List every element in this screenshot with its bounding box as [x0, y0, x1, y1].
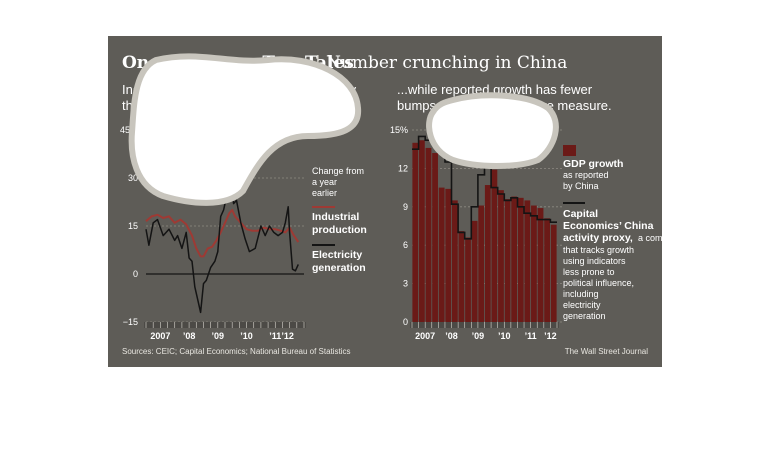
left-legend-note: Change from [312, 166, 364, 176]
header-subtitle: Number crunching in China [326, 53, 567, 73]
gdp-bar [458, 231, 465, 322]
left-x-tick-label: ’10 [240, 331, 253, 341]
gdp-bar [537, 208, 544, 322]
gdp-bar [465, 237, 471, 322]
gdp-bar [418, 140, 425, 322]
left-x-tick-label: ’08 [183, 331, 196, 341]
left-x-tick-label: 2007 [150, 331, 170, 341]
right-chart-title-line-1: ...while reported growth has fewer [397, 82, 593, 97]
gdp-bar [432, 153, 438, 322]
gdp-bar [478, 205, 485, 322]
right-x-tick-label: ’12 [544, 331, 557, 341]
left-y-tick-labels: −15 0 15 30 45% [120, 125, 138, 327]
left-y-tick-label: 15 [128, 221, 138, 231]
left-x-tick-label: ’11 [269, 331, 281, 341]
right-x-axis: 2007 ’08 ’09 ’10 ’11 ’12 [410, 322, 559, 341]
infographic-panel: One Economy, Two Tales | Number crunchin… [108, 36, 662, 367]
legend-label-electricity: generation [312, 262, 366, 274]
legend-note-proxy: using indicators [563, 256, 626, 266]
right-y-tick-labels: 0 3 6 9 12 15% [390, 125, 408, 327]
left-y-tick-label: −15 [123, 317, 138, 327]
right-x-tick-label: ’11 [525, 331, 537, 341]
legend-note-proxy: a composite [638, 233, 662, 243]
legend-note-proxy: electricity [563, 300, 601, 310]
right-x-tick-label: ’08 [445, 331, 458, 341]
right-gdp-bars [412, 140, 557, 322]
right-y-tick-label: 3 [403, 279, 408, 289]
legend-note-proxy: less prone to [563, 267, 615, 277]
right-y-tick-label: 15% [390, 125, 408, 135]
right-bar-chart: 0 3 6 9 12 15% 2007 ’08 ’09 ’10 ’11 ’12 GDP growth… [390, 125, 662, 341]
gdp-bar [517, 197, 524, 322]
left-redaction-blob [128, 53, 362, 206]
legend-note-gdp: by China [563, 181, 599, 191]
gdp-bar [511, 196, 518, 322]
right-x-tick-label: ’10 [498, 331, 511, 341]
left-legend-note: a year [312, 177, 337, 187]
left-y-tick-label: 45% [120, 125, 138, 135]
gdp-bar [504, 199, 511, 322]
right-x-tick-label: ’09 [472, 331, 485, 341]
legend-label-proxy: Economics’ China [563, 220, 654, 232]
left-y-tick-label: 0 [133, 269, 138, 279]
legend-label-electricity: Electricity [312, 249, 362, 261]
legend-label-proxy: activity proxy, [563, 232, 633, 244]
right-y-tick-label: 9 [403, 202, 408, 212]
credit-line: The Wall Street Journal [565, 347, 649, 356]
industrial-production-line [145, 209, 300, 258]
gdp-bar [550, 224, 557, 322]
legend-swatch-gdp [563, 145, 576, 156]
gdp-bar [471, 220, 478, 322]
gdp-bar [491, 169, 498, 322]
gdp-bar [445, 188, 452, 322]
left-legend-note: earlier [312, 188, 337, 198]
legend-label-gdp: GDP growth [563, 158, 623, 170]
left-gridlines [146, 129, 304, 323]
gdp-bar [412, 142, 419, 322]
gdp-bar [425, 147, 432, 322]
legend-label-industrial: production [312, 224, 367, 236]
right-y-tick-label: 0 [403, 317, 408, 327]
legend-note-gdp: as reported [563, 170, 609, 180]
gdp-bar [451, 200, 458, 322]
legend-label-industrial: Industrial [312, 211, 359, 223]
left-x-axis: 2007 ’08 ’09 ’10 ’11’12 [144, 322, 306, 341]
gdp-bar [484, 185, 491, 322]
infographic-svg: One Economy, Two Tales | Number crunchin… [120, 53, 662, 356]
sources-note: Sources: CEIC; Capital Economics; Nation… [122, 347, 351, 356]
legend-label-proxy: Capital [563, 208, 598, 220]
gdp-bar [544, 218, 551, 322]
left-x-tick-label: ’09 [212, 331, 225, 341]
legend-note-proxy: generation [563, 311, 606, 321]
left-y-tick-label: 30 [128, 173, 138, 183]
right-redaction-blob [426, 92, 559, 169]
right-x-tick-label: 2007 [415, 331, 435, 341]
legend-note-proxy: political influence, [563, 278, 634, 288]
legend-note-proxy: including [563, 289, 599, 299]
gdp-bar [438, 187, 445, 322]
right-y-tick-label: 12 [398, 163, 408, 173]
gdp-bar [524, 200, 531, 322]
legend-note-proxy: that tracks growth [563, 245, 634, 255]
gdp-bar [531, 205, 537, 322]
right-y-tick-label: 6 [403, 240, 408, 250]
gdp-bar [498, 190, 504, 322]
left-x-tick-label: ’12 [281, 331, 294, 341]
